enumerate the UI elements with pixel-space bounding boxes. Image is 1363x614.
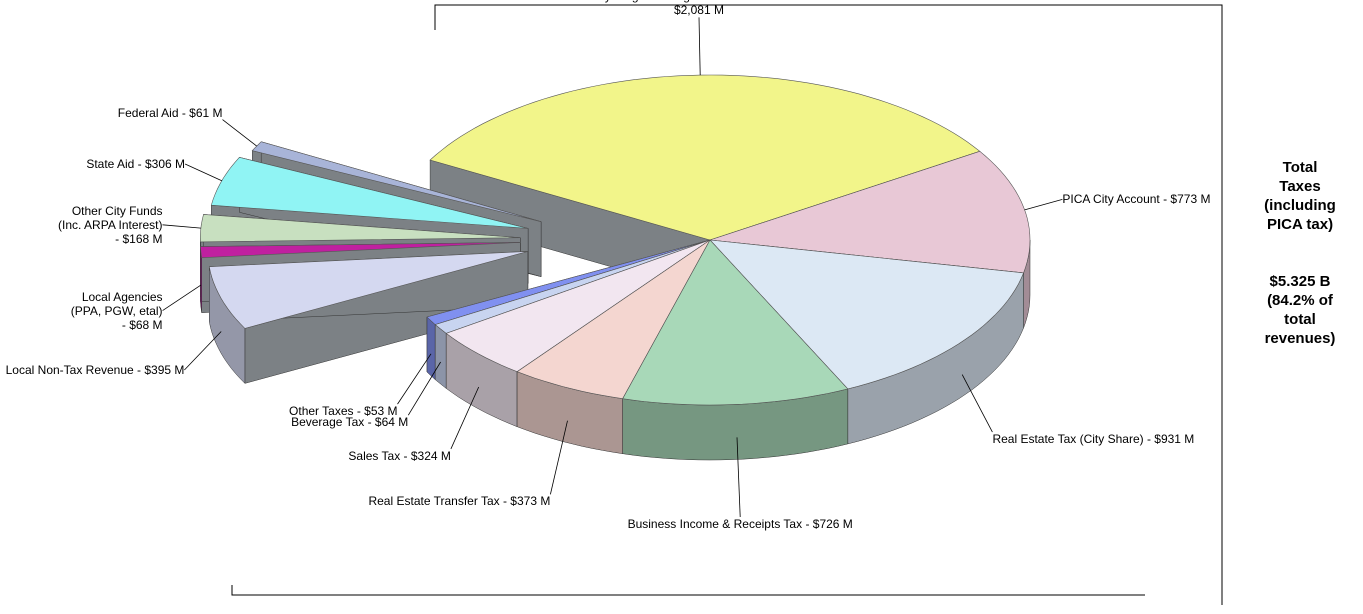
frame (231, 585, 1145, 596)
leader-line (961, 374, 993, 433)
leader-line (550, 420, 568, 495)
slice (516, 239, 711, 400)
slice-label: City Wage Earnings and Net Profits Tax -… (590, 0, 807, 18)
leader-line (397, 353, 432, 405)
slice (622, 239, 849, 406)
slice (445, 239, 711, 373)
slice (709, 239, 1025, 390)
leader-line (162, 224, 201, 229)
slice-label: Real Estate Transfer Tax - $373 M (368, 494, 551, 509)
leader-line (184, 163, 222, 182)
slice-label: Sales Tax - $324 M (348, 448, 451, 463)
slice-label: Other Taxes - $53 M (289, 404, 398, 419)
leader-line (450, 386, 480, 450)
slice-label: Business Income & Receipts Tax - $726 M (627, 516, 853, 531)
slice-label: Federal Aid - $61 M (117, 105, 223, 120)
leader-line (736, 437, 741, 518)
slice (199, 214, 521, 243)
slice-label: Other City Funds (Inc. ARPA Interest) - … (58, 203, 163, 246)
slice-label: Beverage Tax - $64 M (291, 415, 409, 430)
frame (434, 4, 1223, 605)
leader-line (1024, 199, 1063, 211)
slice (208, 251, 528, 329)
slice-side (426, 316, 436, 381)
leader-line (222, 119, 257, 147)
slice (210, 156, 529, 229)
slice-label: Real Estate Tax (City Share) - $931 M (992, 432, 1195, 447)
leader-line (407, 361, 441, 416)
leader-line (184, 331, 222, 371)
slice-label: Local Non-Tax Revenue - $395 M (5, 362, 185, 377)
slice-label: PICA City Account - $773 M (1062, 192, 1211, 207)
slice-label: State Aid - $306 M (86, 156, 186, 171)
slice-label: Local Agencies (PPA, PGW, etal) - $68 M (70, 289, 163, 332)
leader-line (698, 17, 701, 76)
leader-line (162, 284, 202, 311)
annotation-title: Total Taxes (including PICA tax) (1264, 159, 1336, 233)
slice-side (434, 324, 447, 389)
slice (200, 242, 521, 259)
annotation-text: $5.325 B (84.2% of total revenues) (1264, 273, 1336, 347)
